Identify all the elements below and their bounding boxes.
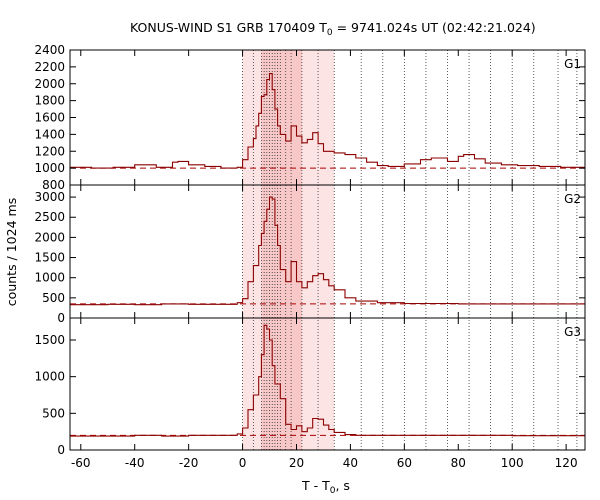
y-tick-label: 500: [42, 291, 65, 305]
series-line: [70, 73, 585, 169]
y-tick-label: 1200: [34, 144, 65, 158]
x-tick-label: 80: [451, 456, 466, 470]
shaded-interval-inner: [261, 50, 302, 450]
y-tick-label: 500: [42, 406, 65, 420]
x-tick-label: -60: [71, 456, 91, 470]
x-tick-label: -20: [179, 456, 199, 470]
panel-g2: 0 500 1000 1500 2000 2500 3000 G2: [34, 184, 586, 325]
panel-label: G2: [564, 192, 581, 206]
y-tick-label: 3000: [34, 190, 65, 204]
y-tick-label: 2000: [34, 77, 65, 91]
y-tick-label: 1800: [34, 94, 65, 108]
y-tick-label: 1000: [34, 161, 65, 175]
panel-label: G3: [564, 325, 581, 339]
panel-label: G1: [564, 57, 581, 71]
y-tick-label: 1500: [34, 251, 65, 265]
y-tick-label: 0: [57, 311, 65, 325]
series-line: [70, 324, 585, 437]
panel-g3: 0 500 1000 1500 G3: [34, 317, 586, 457]
x-tick-label: 60: [397, 456, 412, 470]
y-tick-label: 1500: [34, 333, 65, 347]
panel-frame: [69, 317, 586, 451]
y-tick-label: 0: [57, 443, 65, 457]
chart-title: KONUS-WIND S1 GRB 170409 T0 = 9741.024s …: [130, 20, 536, 38]
y-tick-label: 2200: [34, 60, 65, 74]
y-tick-label: 2000: [34, 230, 65, 244]
y-tick-label: 2500: [34, 210, 65, 224]
y-tick-label: 1000: [34, 370, 65, 384]
x-tick-label: 0: [239, 456, 247, 470]
x-tick-label: -40: [125, 456, 145, 470]
series-line: [70, 196, 586, 306]
y-tick-label: 1000: [34, 271, 65, 285]
x-tick-label: 20: [289, 456, 304, 470]
y-tick-label: 1600: [34, 111, 65, 125]
y-axis-label: counts / 1024 ms: [4, 198, 19, 306]
x-tick-label: 100: [501, 456, 524, 470]
y-tick-label: 2400: [34, 43, 65, 57]
y-tick-label: 1400: [34, 127, 65, 141]
x-tick-label: 40: [343, 456, 358, 470]
x-tick-label: 120: [555, 456, 578, 470]
y-tick-label: 800: [42, 178, 65, 192]
x-axis-label: T - T0, s: [301, 478, 350, 496]
